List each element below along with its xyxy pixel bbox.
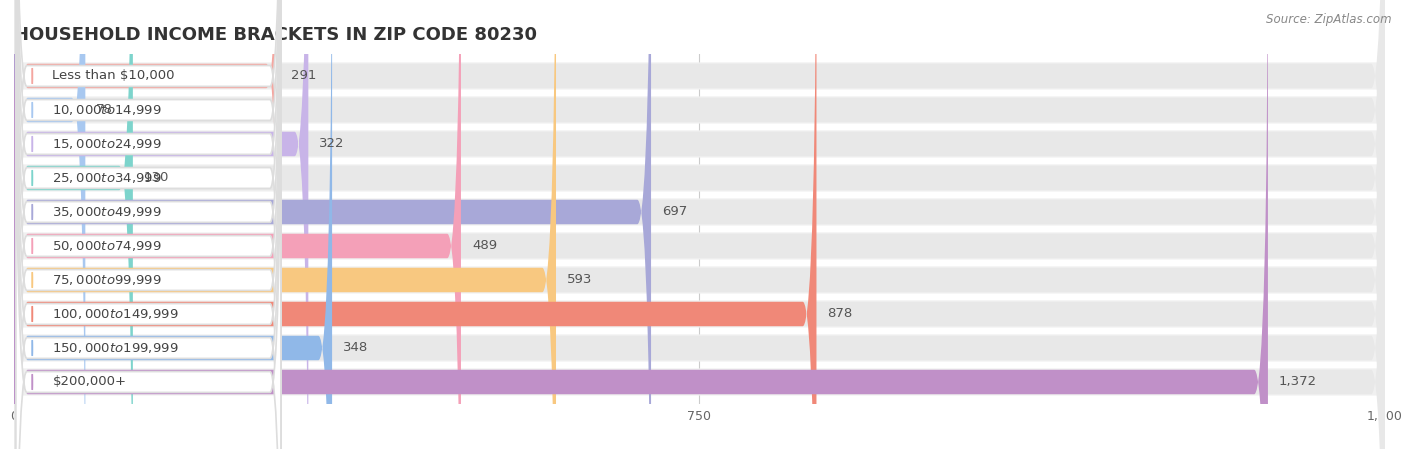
FancyBboxPatch shape: [14, 0, 461, 449]
FancyBboxPatch shape: [14, 266, 1385, 294]
Text: 593: 593: [567, 273, 592, 286]
Text: HOUSEHOLD INCOME BRACKETS IN ZIP CODE 80230: HOUSEHOLD INCOME BRACKETS IN ZIP CODE 80…: [14, 26, 537, 44]
FancyBboxPatch shape: [14, 0, 308, 449]
Text: 697: 697: [662, 206, 688, 219]
Text: 348: 348: [343, 342, 368, 355]
Text: Less than $10,000: Less than $10,000: [52, 70, 174, 83]
Text: 291: 291: [291, 70, 316, 83]
FancyBboxPatch shape: [14, 97, 1385, 123]
FancyBboxPatch shape: [15, 0, 281, 449]
Text: $35,000 to $49,999: $35,000 to $49,999: [52, 205, 162, 219]
FancyBboxPatch shape: [14, 0, 1385, 449]
FancyBboxPatch shape: [14, 0, 651, 449]
FancyBboxPatch shape: [14, 62, 1385, 90]
Text: 489: 489: [472, 239, 498, 252]
FancyBboxPatch shape: [14, 0, 1385, 449]
FancyBboxPatch shape: [14, 0, 1385, 449]
FancyBboxPatch shape: [14, 0, 132, 449]
FancyBboxPatch shape: [15, 0, 281, 449]
FancyBboxPatch shape: [14, 0, 1385, 449]
FancyBboxPatch shape: [15, 0, 281, 449]
FancyBboxPatch shape: [14, 0, 1268, 449]
FancyBboxPatch shape: [15, 0, 281, 449]
FancyBboxPatch shape: [14, 0, 1385, 449]
Text: Source: ZipAtlas.com: Source: ZipAtlas.com: [1267, 13, 1392, 26]
Text: 878: 878: [827, 308, 852, 321]
FancyBboxPatch shape: [14, 0, 817, 449]
FancyBboxPatch shape: [15, 0, 281, 449]
FancyBboxPatch shape: [15, 0, 281, 449]
FancyBboxPatch shape: [14, 0, 1385, 449]
FancyBboxPatch shape: [14, 233, 1385, 260]
Text: $200,000+: $200,000+: [52, 375, 127, 388]
Text: 78: 78: [96, 103, 114, 116]
FancyBboxPatch shape: [14, 0, 1385, 449]
Text: 130: 130: [143, 172, 169, 185]
FancyBboxPatch shape: [14, 0, 1385, 449]
Text: $100,000 to $149,999: $100,000 to $149,999: [52, 307, 179, 321]
Text: 322: 322: [319, 137, 344, 150]
FancyBboxPatch shape: [14, 0, 280, 449]
FancyBboxPatch shape: [14, 130, 1385, 158]
FancyBboxPatch shape: [14, 0, 332, 449]
FancyBboxPatch shape: [14, 0, 555, 449]
FancyBboxPatch shape: [14, 0, 1385, 449]
Text: $10,000 to $14,999: $10,000 to $14,999: [52, 103, 162, 117]
Text: 1,372: 1,372: [1279, 375, 1317, 388]
FancyBboxPatch shape: [14, 300, 1385, 328]
FancyBboxPatch shape: [14, 0, 1385, 449]
FancyBboxPatch shape: [15, 0, 281, 449]
FancyBboxPatch shape: [14, 335, 1385, 361]
FancyBboxPatch shape: [14, 164, 1385, 192]
Text: $50,000 to $74,999: $50,000 to $74,999: [52, 239, 162, 253]
Text: $25,000 to $34,999: $25,000 to $34,999: [52, 171, 162, 185]
FancyBboxPatch shape: [14, 368, 1385, 396]
Text: $75,000 to $99,999: $75,000 to $99,999: [52, 273, 162, 287]
Text: $150,000 to $199,999: $150,000 to $199,999: [52, 341, 179, 355]
FancyBboxPatch shape: [15, 0, 281, 449]
Text: $15,000 to $24,999: $15,000 to $24,999: [52, 137, 162, 151]
FancyBboxPatch shape: [14, 198, 1385, 225]
FancyBboxPatch shape: [15, 0, 281, 449]
FancyBboxPatch shape: [15, 0, 281, 449]
FancyBboxPatch shape: [14, 0, 86, 449]
